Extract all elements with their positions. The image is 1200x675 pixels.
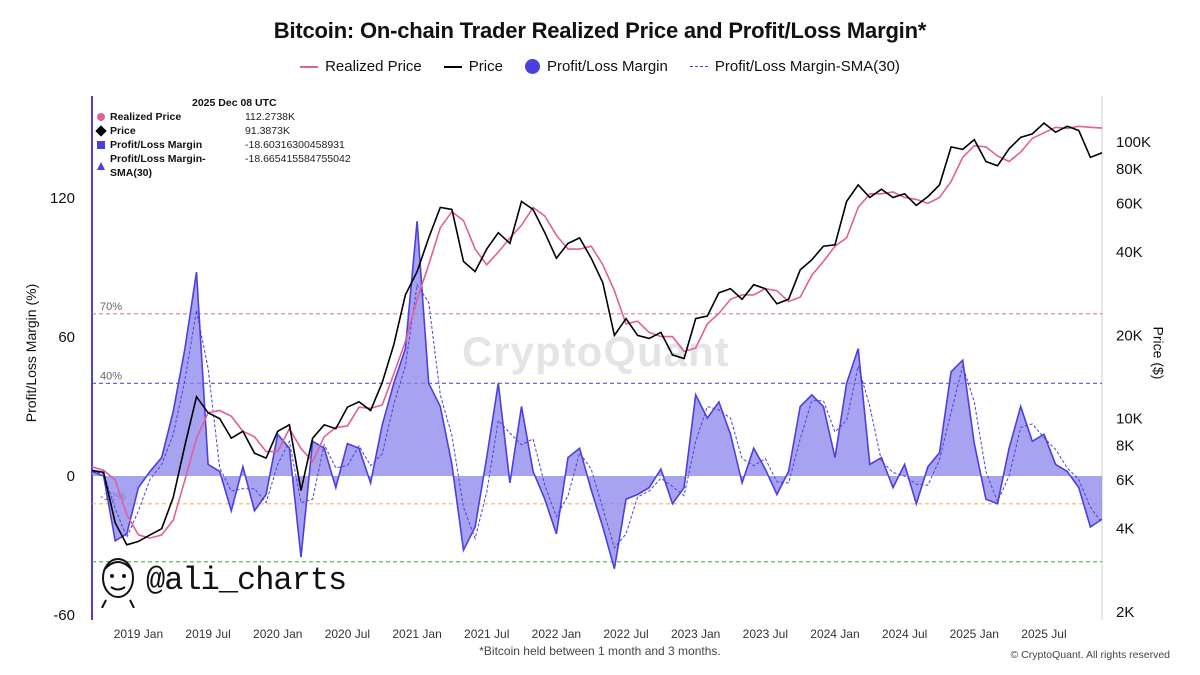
avatar-icon <box>101 558 135 608</box>
tooltip: 2025 Dec 08 UTC Realized Price 112.2738K… <box>95 96 351 180</box>
y-right-tick-label: 60K <box>1116 195 1143 212</box>
margin-sma-line <box>91 283 1103 549</box>
footnote: *Bitcoin held between 1 month and 3 mont… <box>479 644 721 658</box>
tooltip-marker-realized <box>97 113 105 121</box>
tooltip-key: Realized Price <box>110 111 182 123</box>
x-tick-label: 2025 Jul <box>1021 627 1066 641</box>
legend-label-margin: Profit/Loss Margin <box>546 58 668 75</box>
x-tick-label: 2024 Jul <box>882 627 927 641</box>
y-right-tick-label: 40K <box>1116 244 1143 261</box>
legend-swatch-realized <box>300 65 319 68</box>
tooltip-marker-price <box>95 125 107 137</box>
legend-label-sma: Profit/Loss Margin-SMA(30) <box>714 58 900 75</box>
legend-item-price[interactable]: Price <box>443 58 503 75</box>
x-tick-label: 2020 Jan <box>253 627 302 641</box>
legend-swatch-margin <box>524 59 540 74</box>
handle-text: @ali_charts <box>146 561 347 599</box>
tooltip-value: 91.3873K <box>245 125 290 137</box>
tooltip-key: Profit/Loss Margin <box>110 139 203 151</box>
x-tick-label: 2022 Jan <box>532 627 581 641</box>
x-tick-label: 2025 Jan <box>950 627 999 641</box>
x-tick-label: 2021 Jul <box>464 627 509 641</box>
reference-line-label: 40% <box>100 370 122 382</box>
legend-swatch-price <box>443 65 462 68</box>
copyright: © CryptoQuant. All rights reserved <box>1010 649 1170 661</box>
y-right-tick-label: 8K <box>1116 437 1134 454</box>
tooltip-row: Profit/Loss Margin-SMA(30) -18.665415584… <box>97 152 351 180</box>
tooltip-key: Price <box>110 125 136 137</box>
legend-item-realized-price[interactable]: Realized Price <box>300 58 422 75</box>
tooltip-value: -18.60316300458931 <box>245 139 345 151</box>
y-left-tick-label: -60 <box>53 607 75 624</box>
reference-line-label: 70% <box>100 301 122 313</box>
tooltip-value: 112.2738K <box>245 111 296 123</box>
y-right-tick-label: 4K <box>1116 521 1134 538</box>
tooltip-row: Realized Price 112.2738K <box>97 110 351 124</box>
y-left-tick-label: 120 <box>50 190 75 207</box>
x-tick-label: 2023 Jul <box>743 627 788 641</box>
x-tick-label: 2022 Jul <box>603 627 648 641</box>
legend-swatch-sma <box>689 66 708 67</box>
tooltip-row: Profit/Loss Margin -18.60316300458931 <box>97 138 351 152</box>
chart-legend: Realized Price Price Profit/Loss Margin … <box>0 58 1200 75</box>
tooltip-key: Profit/Loss Margin-SMA(30) <box>110 153 206 179</box>
legend-item-margin-sma[interactable]: Profit/Loss Margin-SMA(30) <box>689 58 900 75</box>
y-right-tick-label: 6K <box>1116 472 1134 489</box>
margin-area <box>92 221 1102 569</box>
y-right-tick-label: 80K <box>1116 161 1143 178</box>
y-right-tick-label: 10K <box>1116 411 1143 428</box>
x-tick-label: 2020 Jul <box>325 627 370 641</box>
tooltip-marker-sma <box>97 162 105 170</box>
y-right-tick-label: 2K <box>1116 604 1134 621</box>
price-line <box>91 122 1103 546</box>
author-handle: @ali_charts <box>96 552 347 608</box>
tooltip-row: Price 91.3873K <box>95 124 351 138</box>
x-tick-label: 2021 Jan <box>392 627 441 641</box>
y-left-tick-label: 60 <box>58 329 75 346</box>
margin-line <box>91 221 1103 569</box>
legend-label-realized: Realized Price <box>325 58 422 75</box>
legend-item-margin[interactable]: Profit/Loss Margin <box>524 58 668 75</box>
tooltip-marker-margin <box>97 141 105 149</box>
x-tick-label: 2024 Jan <box>810 627 859 641</box>
y-right-axis-label: Price ($) <box>1150 326 1167 380</box>
tooltip-date: 2025 Dec 08 UTC <box>192 97 277 109</box>
y-right-tick-label: 100K <box>1116 134 1151 151</box>
x-tick-label: 2019 Jul <box>185 627 230 641</box>
y-left-tick-label: 0 <box>67 468 75 485</box>
chart-title: Bitcoin: On-chain Trader Realized Price … <box>273 18 927 43</box>
x-tick-label: 2019 Jan <box>114 627 163 641</box>
x-tick-label: 2023 Jan <box>671 627 720 641</box>
y-left-axis-label: Profit/Loss Margin (%) <box>23 283 40 423</box>
tooltip-value: -18.665415584755042 <box>245 153 351 165</box>
y-right-tick-label: 20K <box>1116 327 1143 344</box>
legend-label-price: Price <box>468 58 503 75</box>
realized-price-line <box>91 125 1103 539</box>
